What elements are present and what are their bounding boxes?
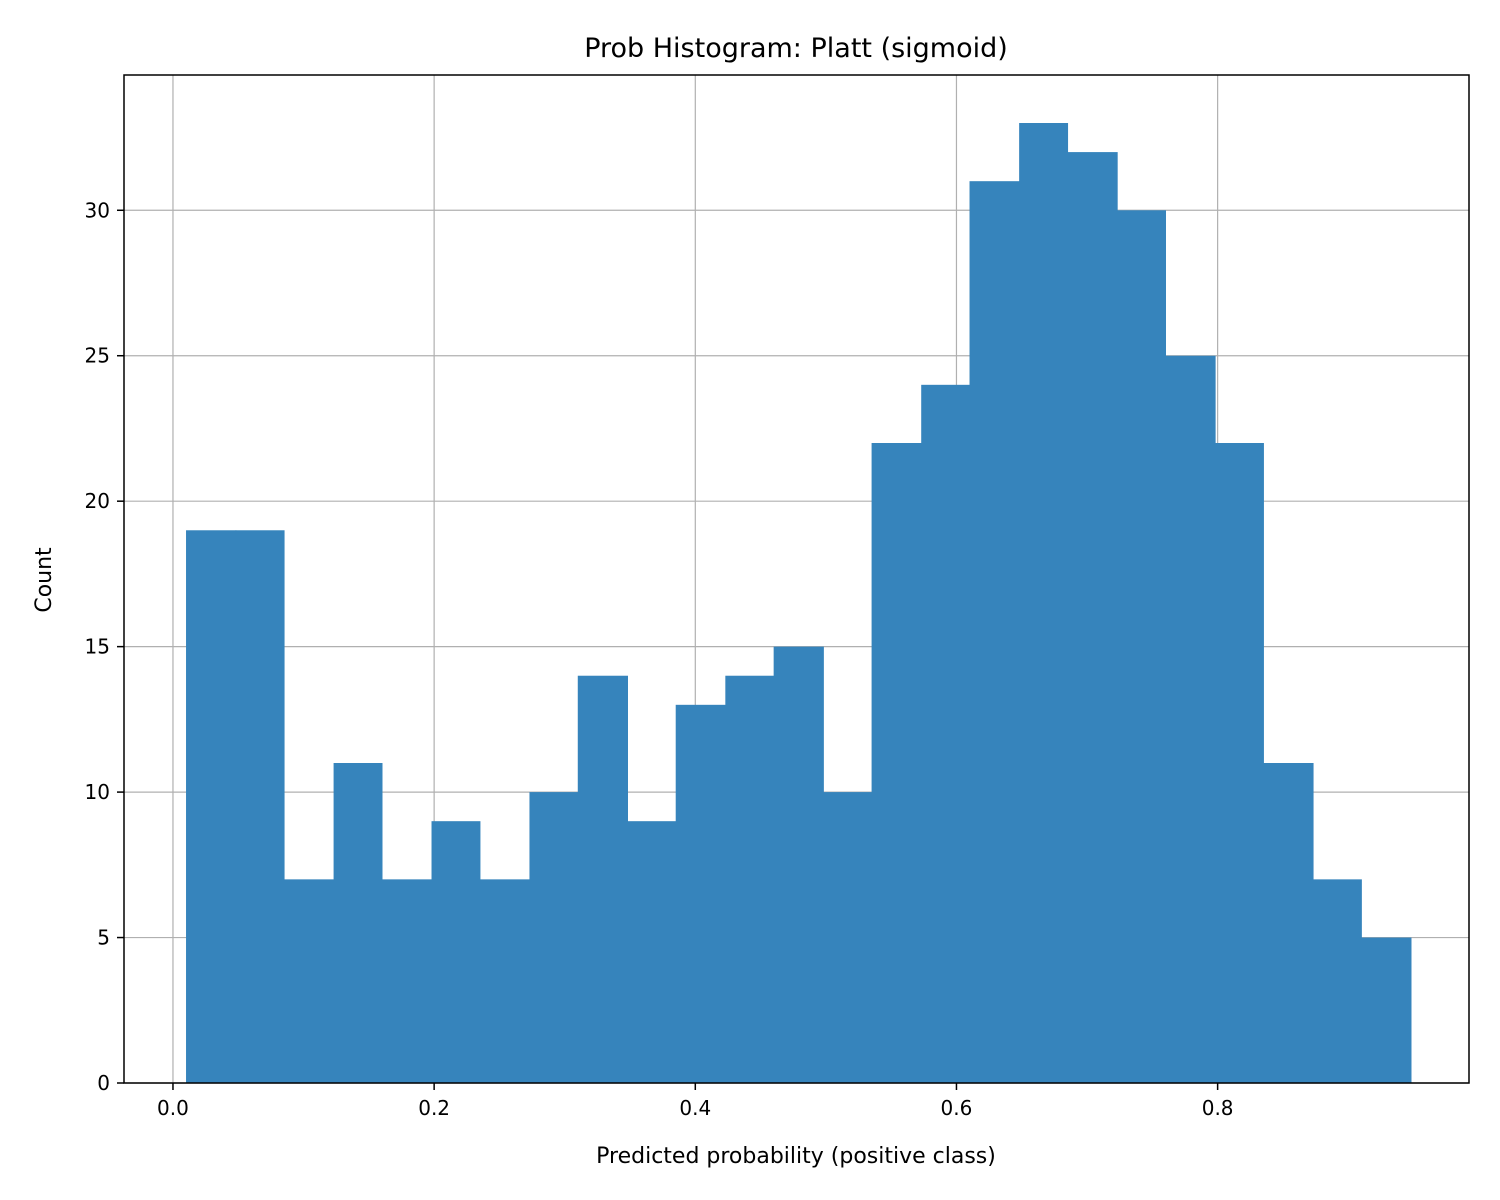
x-axis-label: Predicted probability (positive class) [596, 1144, 996, 1169]
histogram-bar [725, 675, 775, 1083]
y-tick-label: 0 [97, 1071, 110, 1095]
y-tick-label: 5 [97, 926, 110, 950]
histogram-bar [431, 821, 481, 1083]
histogram-bar [1361, 937, 1412, 1083]
y-tick-label: 20 [85, 489, 110, 513]
x-tick-label: 0.4 [679, 1096, 711, 1120]
histogram-bar [823, 792, 873, 1083]
bars-layer [186, 123, 1412, 1084]
histogram-bar [333, 763, 383, 1083]
chart-title: Prob Histogram: Platt (sigmoid) [584, 33, 1008, 64]
histogram-bar [921, 384, 971, 1083]
x-tick-label: 0.2 [418, 1096, 450, 1120]
y-tick-label: 15 [85, 635, 110, 659]
histogram-bar [186, 530, 237, 1083]
y-tick-label: 10 [85, 780, 110, 804]
histogram-bar [773, 646, 824, 1083]
plot-frame [123, 74, 1470, 1084]
histogram-bar [1215, 443, 1264, 1083]
histogram-bar [283, 879, 335, 1083]
histogram-bar [529, 792, 579, 1083]
histogram-bar [479, 879, 531, 1083]
histogram-bar [675, 704, 726, 1083]
histogram-bar [1067, 152, 1118, 1083]
histogram-bar [969, 181, 1020, 1083]
y-axis-label: Count [32, 547, 57, 613]
x-tick-label: 0.8 [1202, 1096, 1234, 1120]
histogram-bar [1117, 210, 1166, 1084]
histogram-bar [1165, 355, 1216, 1083]
histogram-bar [871, 443, 922, 1083]
x-tick-label: 0.6 [941, 1096, 973, 1120]
y-tick-label: 30 [85, 198, 110, 222]
histogram-bar [627, 821, 677, 1083]
y-tick-label: 25 [85, 344, 110, 368]
histogram-bar [235, 530, 285, 1083]
histogram-bar [381, 879, 433, 1083]
ticks-layer: 0.0 0.2 0.4 0.6 0.8 0 5 10 15 20 25 30 [85, 198, 1234, 1120]
histogram-bar [1312, 879, 1362, 1083]
histogram-bar [1263, 763, 1314, 1083]
histogram-bar [577, 675, 628, 1083]
x-tick-label: 0.0 [157, 1096, 189, 1120]
histogram-bar [1019, 123, 1069, 1083]
